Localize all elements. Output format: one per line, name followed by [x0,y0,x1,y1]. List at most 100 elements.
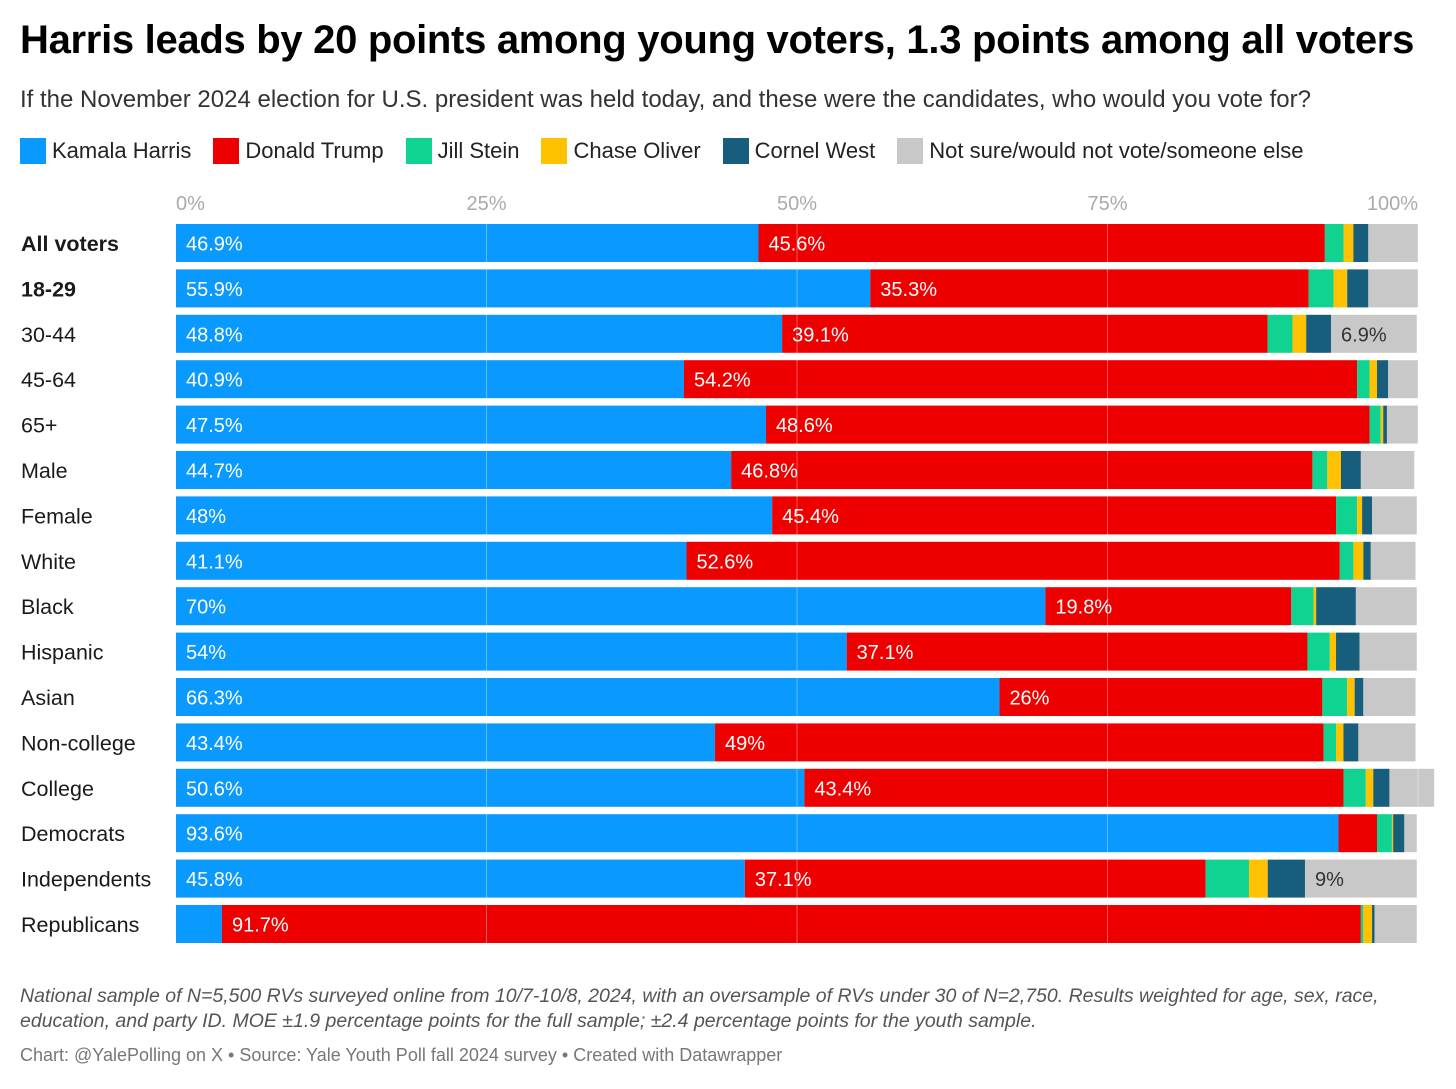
data-label: 50.6% [186,778,243,800]
bar-segment [1324,224,1344,262]
data-label: 43.4% [814,778,871,800]
bar-segment [1336,632,1360,671]
x-tick-label: 75% [1087,193,1127,215]
bar-segment [176,314,783,353]
data-label: 37.1% [755,869,812,891]
bar-segment [1393,814,1405,853]
bar-segment [1373,768,1390,807]
bar-segment [765,405,1370,444]
bar-segment [1372,905,1375,943]
data-label: 54.2% [694,370,751,392]
data-label: 43.4% [186,733,243,755]
data-label: 26% [1009,688,1049,710]
legend-item: Not sure/would not vote/someone else [897,138,1304,164]
x-tick-label: 100% [1367,193,1418,215]
category-label: 30-44 [21,323,76,347]
bar-segment [1333,269,1348,308]
bar-segment [1316,587,1356,626]
bar-segment [176,224,759,262]
bar-segment [1343,768,1366,807]
bar-segment [731,451,1313,489]
bar-segment [1383,405,1387,444]
bar-segment [1292,314,1307,353]
legend-swatch [541,138,568,164]
bar-segment [176,768,805,807]
category-label: College [21,777,94,801]
bar-segment [1374,905,1417,943]
methodology-note: National sample of N=5,500 RVs surveyed … [20,985,1379,1032]
data-label: 48.6% [776,415,833,437]
bar-segment [1377,814,1392,853]
legend-swatch [213,138,240,164]
bar-segment [1391,814,1394,853]
bar-segment [1353,224,1369,262]
data-label: 66.3% [186,688,243,710]
bar-segment [176,269,871,308]
bar-segment [1363,905,1373,943]
category-label: Female [21,504,93,528]
bar-segment [1363,678,1416,716]
bar-segment [1205,859,1250,898]
x-tick-label: 50% [777,193,817,215]
bar-segment [1331,314,1417,353]
bar-segment [1362,496,1373,535]
bar-segment [1306,314,1332,353]
bar-segment [1336,496,1358,535]
bar-segment [1339,541,1354,580]
data-label: 70% [186,597,226,619]
bar-segment [1322,678,1348,716]
bar-segment [1369,360,1378,399]
data-label: 45.8% [186,869,243,891]
data-label: 6.9% [1341,324,1387,346]
bar-segment [999,678,1323,716]
legend-swatch [897,138,924,164]
data-label: 46.9% [186,234,243,256]
legend-item: Chase Oliver [541,138,701,164]
bar-segment [715,723,1324,762]
chart-title: Harris leads by 20 points among young vo… [20,18,1415,62]
data-label: 55.9% [186,279,243,301]
bar-segment [782,314,1268,353]
legend-item: Kamala Harris [20,138,191,164]
bar-segment [1354,678,1364,716]
bar-segment [176,814,1339,853]
data-label: 45.6% [768,234,825,256]
data-label: 35.3% [880,279,937,301]
legend-swatch [722,138,749,164]
bar-segment [1357,496,1363,535]
data-label: 91.7% [232,915,289,937]
legend-label: Jill Stein [437,138,520,163]
bar-segment [1329,632,1337,671]
data-label: 40.9% [186,370,243,392]
data-label: 48% [186,506,226,528]
bar-segment [176,905,222,943]
data-label: 45.4% [782,506,839,528]
category-label: Independents [21,868,151,892]
chart-credit: Chart: @YalePolling on X • Source: Yale … [20,1045,783,1065]
category-label: Hispanic [21,641,104,665]
bar-segment [1336,723,1344,762]
category-label: White [21,550,76,574]
bar-segment [176,405,766,444]
bar-segment [1369,405,1381,444]
bar-segment [1357,360,1370,399]
category-label: Non-college [21,731,136,755]
bar-segment [772,496,1337,535]
bar-segment [1358,723,1416,762]
bar-segment [176,587,1046,626]
data-label: 39.1% [792,324,849,346]
bar-segment [1372,496,1417,535]
chart-subtitle: If the November 2024 election for U.S. p… [20,86,1311,113]
bar-segment [176,723,716,762]
bar-segment [1389,768,1435,807]
bar-segment [176,541,687,580]
bar-segment [1343,723,1359,762]
data-label: 44.7% [186,461,243,483]
bar-segment [1347,678,1355,716]
bar-segment [176,496,773,535]
bar-segment [683,360,1358,399]
bar-segment [1347,269,1369,308]
bar-segment [870,269,1309,308]
bar-segment [176,360,684,399]
legend-label: Cornel West [754,138,876,163]
